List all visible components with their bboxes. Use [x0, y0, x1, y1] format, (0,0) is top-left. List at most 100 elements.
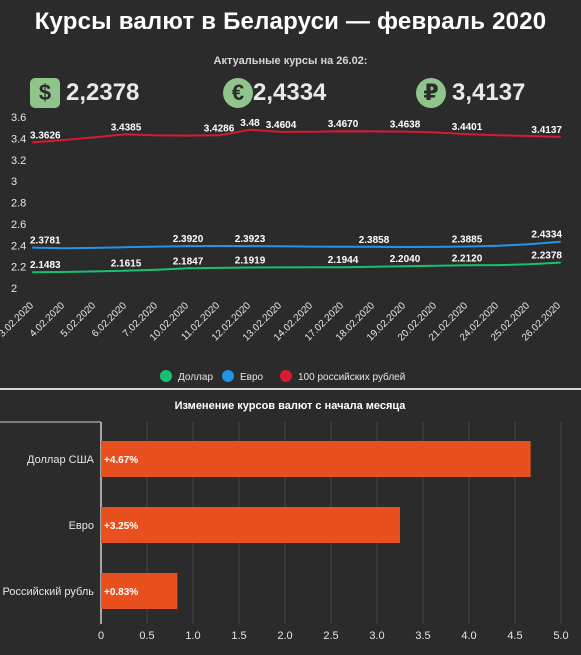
dollar-icon: $: [30, 78, 60, 108]
data-point: [249, 128, 251, 131]
legend-marker: [280, 370, 292, 382]
category-label: Доллар США: [27, 454, 95, 466]
data-point: [94, 246, 96, 249]
data-point: [156, 245, 158, 248]
page-title: Курсы валют в Беларуси — февраль 2020: [34, 8, 547, 35]
y-tick-label: 3.6: [11, 112, 26, 124]
data-label: 3.4670: [328, 119, 359, 130]
legend-label: Евро: [240, 372, 264, 383]
data-point: [528, 263, 530, 266]
usd-rate-block: $ 2,2378: [30, 76, 139, 110]
data-label: 3.4286: [204, 123, 235, 134]
data-point: [125, 246, 127, 249]
data-point: [342, 130, 344, 133]
eur-rate-value: 2,4334: [253, 79, 327, 106]
x-tick-label: 4.0: [461, 630, 476, 642]
data-point: [466, 245, 468, 248]
rub-rate-block: ₽ 3,4137: [416, 76, 525, 110]
series-line: [32, 128, 561, 144]
data-point: [404, 265, 406, 268]
data-label: 2.3923: [235, 234, 266, 245]
data-label: 2.2040: [390, 254, 421, 265]
x-tick-label: 5.0: [553, 630, 568, 642]
data-point: [32, 141, 34, 144]
current-rates-caption: Актуальные курсы на 26.02:: [213, 55, 368, 67]
data-label: 3.48: [240, 118, 260, 129]
data-point: [466, 264, 468, 267]
data-point: [373, 130, 375, 133]
data-point: [63, 247, 65, 250]
data-point: [94, 270, 96, 273]
data-point: [187, 134, 189, 137]
bar: [101, 573, 178, 609]
data-label: 3.4137: [531, 125, 562, 136]
data-label: 2.2120: [452, 253, 483, 264]
data-point: [63, 138, 65, 141]
data-label: 3.3626: [30, 130, 61, 141]
data-point: [435, 131, 437, 134]
data-label: 3.4638: [390, 120, 421, 131]
data-label: 3.4401: [452, 122, 483, 133]
data-point: [497, 134, 499, 137]
data-point: [373, 265, 375, 268]
data-point: [435, 264, 437, 267]
data-point: [280, 130, 282, 133]
data-point: [404, 245, 406, 248]
data-label: 2.1483: [30, 260, 61, 271]
data-point: [559, 261, 561, 264]
data-point: [559, 135, 561, 138]
data-label: 2.3781: [30, 236, 61, 247]
data-label: 2.4334: [531, 230, 562, 241]
bar: [101, 441, 531, 477]
data-point: [528, 243, 530, 246]
section-divider: [0, 388, 581, 390]
bar-value-label: +3.25%: [104, 521, 138, 532]
series-line: [32, 261, 561, 274]
y-tick-label: 3: [11, 176, 17, 188]
category-label: Евро: [69, 520, 94, 532]
data-label: 3.4385: [111, 122, 142, 133]
data-point: [497, 244, 499, 247]
data-point: [156, 268, 158, 271]
data-point: [373, 245, 375, 248]
data-label: 2.3885: [452, 234, 483, 245]
y-tick-label: 2.4: [11, 240, 26, 252]
eur-rate-block: € 2,4334: [223, 76, 326, 110]
x-tick-label: 1.0: [185, 630, 200, 642]
y-tick-label: 3.2: [11, 155, 26, 167]
data-point: [435, 245, 437, 248]
data-label: 2.1919: [235, 255, 266, 266]
legend-label: Доллар: [178, 372, 213, 383]
y-tick-label: 3.4: [11, 133, 26, 145]
data-label: 2.3920: [173, 234, 204, 245]
data-point: [218, 266, 220, 269]
x-tick-label: 0.5: [139, 630, 154, 642]
data-point: [342, 245, 344, 248]
data-label: 2.2378: [531, 251, 562, 262]
data-point: [218, 244, 220, 247]
data-point: [497, 264, 499, 267]
x-tick-label: 1.5: [231, 630, 246, 642]
line-chart: 22.22.42.62.833.23.43.63.02.20204.02.202…: [0, 112, 563, 383]
y-tick-label: 2.2: [11, 262, 26, 274]
series-line: [32, 240, 561, 250]
x-tick-label: 3.5: [415, 630, 430, 642]
data-point: [404, 130, 406, 133]
data-point: [559, 240, 561, 243]
category-label: Российский рубль: [3, 586, 95, 598]
data-point: [218, 134, 220, 137]
x-tick-label: 3.0: [369, 630, 384, 642]
data-point: [528, 135, 530, 138]
data-point: [32, 246, 34, 249]
data-point: [280, 245, 282, 248]
y-tick-label: 2: [11, 283, 17, 295]
data-point: [125, 133, 127, 136]
data-point: [280, 266, 282, 269]
bar-chart: Изменение курсов валют с начала месяца 0 0…: [0, 400, 569, 642]
data-label: 2.1615: [111, 259, 142, 270]
x-tick-label: 2.5: [323, 630, 338, 642]
data-point: [32, 271, 34, 274]
bar-value-label: +4.67%: [104, 455, 138, 466]
data-point: [311, 130, 313, 133]
data-point: [249, 266, 251, 269]
